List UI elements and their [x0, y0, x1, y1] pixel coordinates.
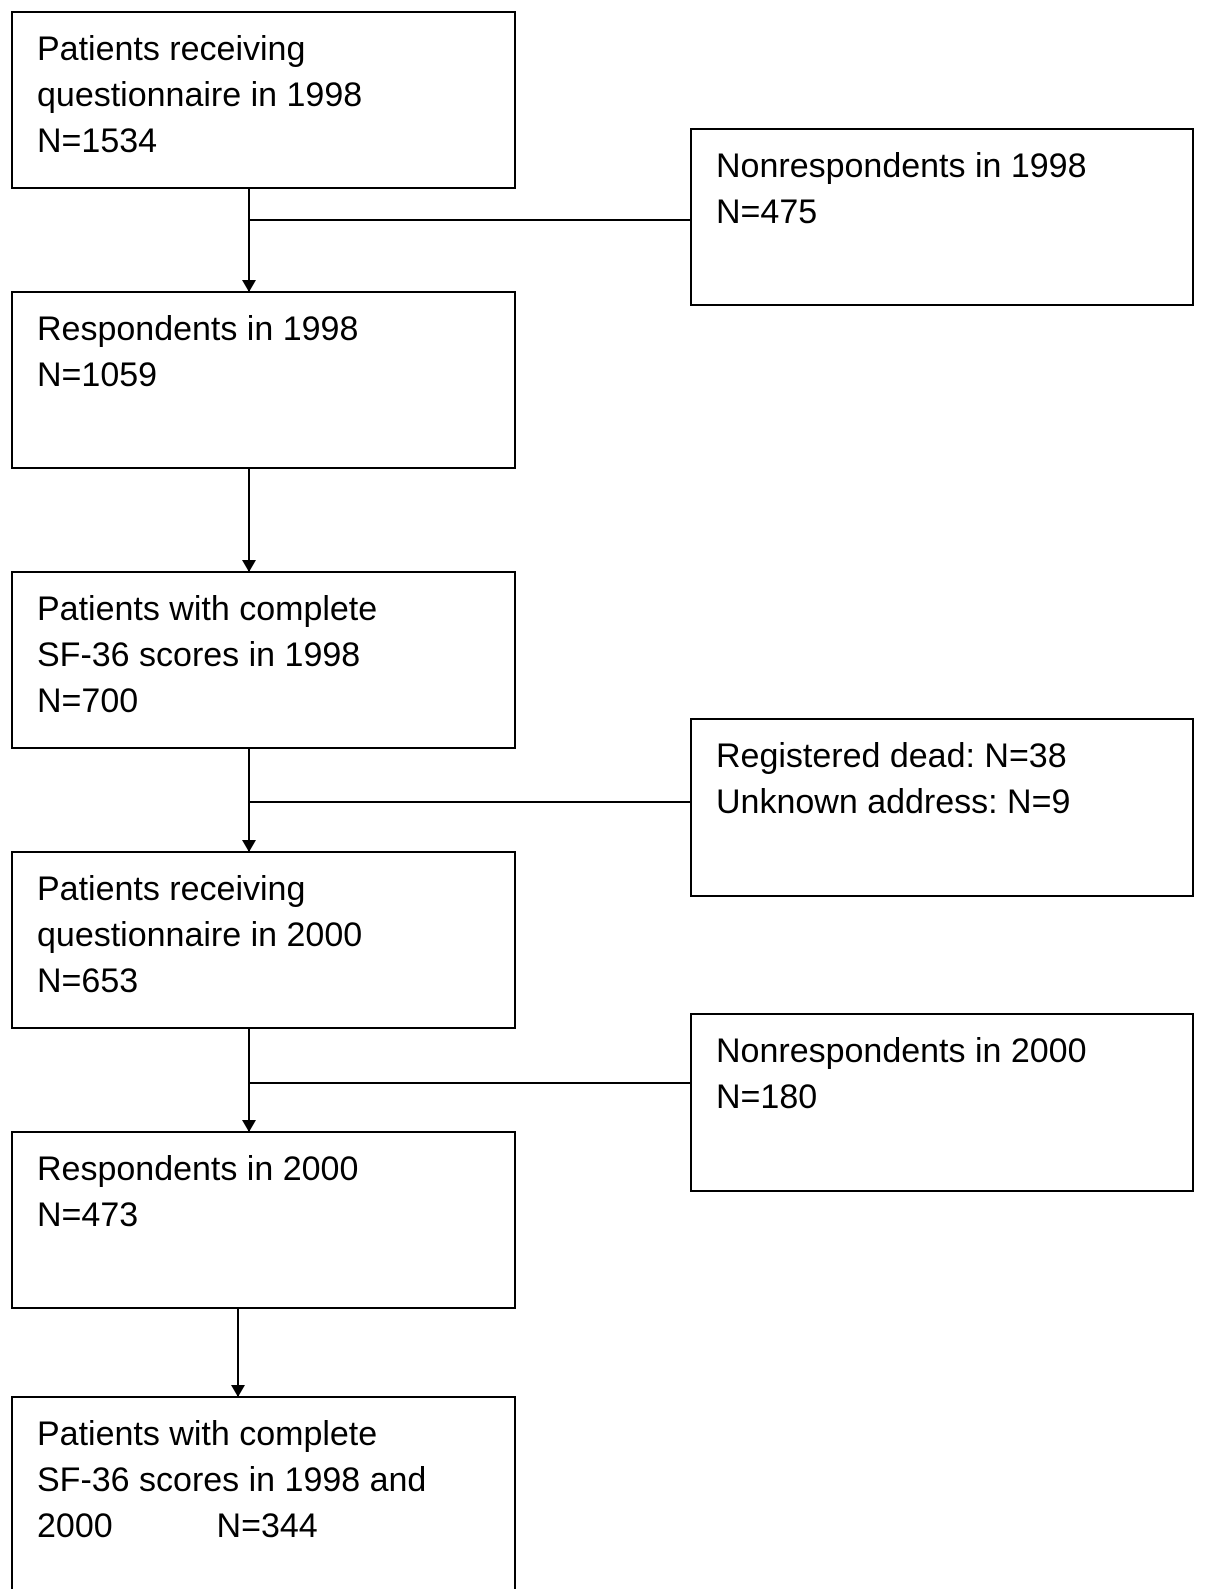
node-box	[11, 1396, 516, 1589]
node-text: N=653	[37, 962, 138, 1000]
node-text: Registered dead: N=38	[716, 737, 1067, 775]
node-text: Patients with complete	[37, 1415, 377, 1453]
node-text: SF-36 scores in 1998 and	[37, 1461, 426, 1499]
node-text: Patients receiving	[37, 870, 305, 908]
node-box	[11, 851, 516, 1029]
flow-node: Respondents in 2000 N=473	[11, 1131, 516, 1309]
node-text: N=180	[716, 1078, 817, 1116]
node-box	[11, 291, 516, 469]
node-box	[690, 128, 1194, 306]
node-text: N=475	[716, 193, 817, 231]
node-text: Nonrespondents in 1998	[716, 147, 1087, 185]
node-text: N=1534	[37, 122, 157, 160]
node-box	[11, 571, 516, 749]
node-text: Patients receiving	[37, 30, 305, 68]
node-text: N=700	[37, 682, 138, 720]
node-text: N=1059	[37, 356, 157, 394]
flow-node: Nonrespondents in 1998 N=475	[690, 128, 1194, 306]
flow-node: Nonrespondents in 2000 N=180	[690, 1013, 1194, 1192]
flow-node: Patients with complete SF-36 scores in 19…	[11, 571, 516, 749]
node-text: Patients with complete	[37, 590, 377, 628]
node-text: questionnaire in 1998	[37, 76, 362, 114]
flow-node: Patients receiving questionnaire in 2000 N…	[11, 851, 516, 1029]
node-text: Unknown address: N=9	[716, 783, 1070, 821]
node-box	[690, 1013, 1194, 1192]
node-box	[690, 718, 1194, 897]
flow-node: Patients with complete SF-36 scores in 19…	[11, 1396, 516, 1589]
node-text: N=473	[37, 1196, 138, 1234]
node-box	[11, 1131, 516, 1309]
node-text: Respondents in 2000	[37, 1150, 358, 1188]
node-text: Nonrespondents in 2000	[716, 1032, 1087, 1070]
flow-node: Registered dead: N=38 Unknown address: N=…	[690, 718, 1194, 897]
node-text: questionnaire in 2000	[37, 916, 362, 954]
node-text: Respondents in 1998	[37, 310, 358, 348]
node-text: SF-36 scores in 1998	[37, 636, 360, 674]
flow-node: Respondents in 1998 N=1059	[11, 291, 516, 469]
flow-node: Patients receiving questionnaire in 1998 N…	[11, 11, 516, 189]
node-text: 2000 N=344	[37, 1507, 318, 1545]
connectors	[231, 188, 691, 1397]
node-box	[11, 11, 516, 189]
